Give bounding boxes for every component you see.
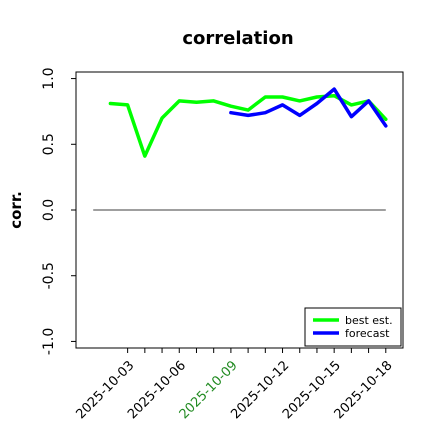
chart-title: correlation [182,28,293,49]
legend-box [304,307,402,347]
legend: best est.forecast [304,307,402,347]
y-tick-label: -1.0 [41,328,57,355]
y-tick-label: -0.5 [41,262,57,289]
y-tick-label: 0.0 [41,199,57,221]
y-tick-label: 1.0 [41,67,57,89]
series-line-forecast [229,87,388,128]
legend-label: forecast [345,327,390,340]
legend-label: best est. [345,314,393,327]
y-axis-label: corr. [7,191,25,229]
y-tick-label: 0.5 [41,133,57,155]
